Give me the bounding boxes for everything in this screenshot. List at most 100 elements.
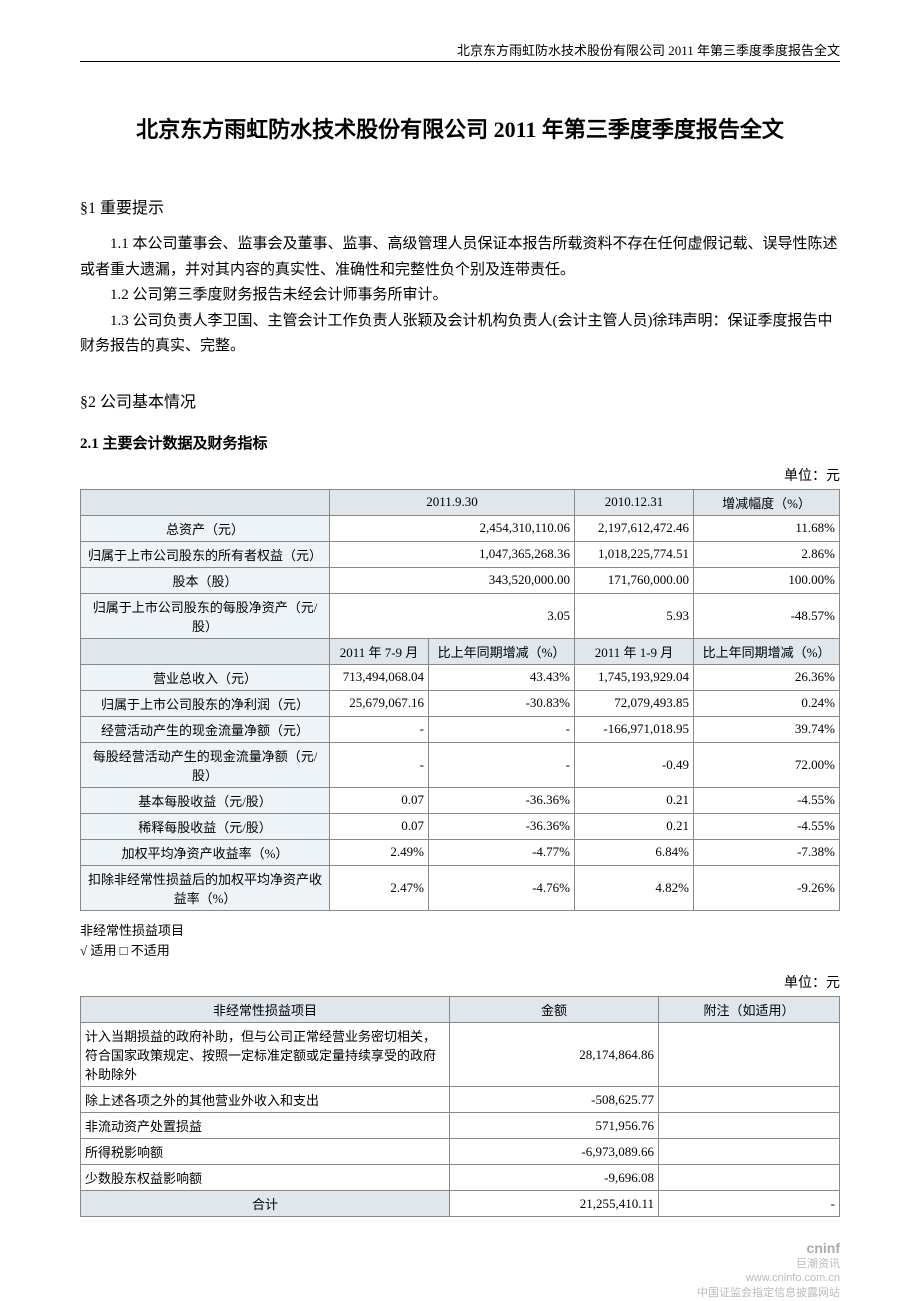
table-cell: 21,255,410.11 [450, 1191, 659, 1217]
table-cell: -6,973,089.66 [450, 1139, 659, 1165]
table-cell: - [429, 716, 575, 742]
watermark-brand: cninf [697, 1239, 840, 1257]
table-cell: - [429, 742, 575, 787]
watermark: cninf 巨潮资讯 www.cninfo.com.cn 中国证监会指定信息披露… [697, 1239, 840, 1300]
row-label: 扣除非经常性损益后的加权平均净资产收益率（%） [81, 865, 330, 910]
table-header-cell: 2011 年 1-9 月 [575, 638, 694, 664]
table-cell: 571,956.76 [450, 1113, 659, 1139]
table-cell: - [330, 742, 429, 787]
row-label: 少数股东权益影响额 [81, 1165, 450, 1191]
table-cell: 25,679,067.16 [330, 690, 429, 716]
row-label: 加权平均净资产收益率（%） [81, 839, 330, 865]
row-label: 总资产（元） [81, 515, 330, 541]
row-label: 经营活动产生的现金流量净额（元） [81, 716, 330, 742]
table-cell: 0.21 [575, 787, 694, 813]
section-1-head: §1 重要提示 [80, 194, 840, 218]
running-head: 北京东方雨虹防水技术股份有限公司 2011 年第三季度季度报告全文 [80, 40, 840, 62]
row-label: 归属于上市公司股东的每股净资产（元/股） [81, 593, 330, 638]
table-header-cell: 附注（如适用） [659, 997, 840, 1023]
table-header-cell [81, 489, 330, 515]
table-cell: 171,760,000.00 [575, 567, 694, 593]
table-header-cell: 比上年同期增减（%） [429, 638, 575, 664]
table-cell: 28,174,864.86 [450, 1023, 659, 1087]
row-label: 稀释每股收益（元/股） [81, 813, 330, 839]
table-cell: 0.24% [694, 690, 840, 716]
note-line-1: 非经常性损益项目 [80, 921, 840, 942]
table-header-cell [81, 638, 330, 664]
table-header-cell: 2010.12.31 [575, 489, 694, 515]
row-label: 合计 [81, 1191, 450, 1217]
table-cell: -0.49 [575, 742, 694, 787]
table-cell: 0.07 [330, 813, 429, 839]
table-cell: 2,197,612,472.46 [575, 515, 694, 541]
table-cell: 713,494,068.04 [330, 664, 429, 690]
table-cell: 1,047,365,268.36 [330, 541, 575, 567]
row-label: 基本每股收益（元/股） [81, 787, 330, 813]
table-cell: 2.49% [330, 839, 429, 865]
table-cell: -30.83% [429, 690, 575, 716]
row-label: 每股经营活动产生的现金流量净额（元/股） [81, 742, 330, 787]
row-label: 股本（股） [81, 567, 330, 593]
table-header-cell: 金额 [450, 997, 659, 1023]
table-cell: 26.36% [694, 664, 840, 690]
table-cell [659, 1165, 840, 1191]
watermark-line: 中国证监会指定信息披露网站 [697, 1286, 840, 1300]
table-header-cell: 非经常性损益项目 [81, 997, 450, 1023]
document-title: 北京东方雨虹防水技术股份有限公司 2011 年第三季度季度报告全文 [80, 112, 840, 144]
table-cell: 11.68% [694, 515, 840, 541]
watermark-line: 巨潮资讯 [697, 1257, 840, 1271]
para-1-1: 1.1 本公司董事会、监事会及董事、监事、高级管理人员保证本报告所载资料不存在任… [80, 232, 840, 283]
section-2-1-head: 2.1 主要会计数据及财务指标 [80, 432, 840, 453]
row-label: 除上述各项之外的其他营业外收入和支出 [81, 1087, 450, 1113]
para-1-3: 1.3 公司负责人李卫国、主管会计工作负责人张颖及会计机构负责人(会计主管人员)… [80, 309, 840, 360]
row-label: 所得税影响额 [81, 1139, 450, 1165]
table-cell: -9,696.08 [450, 1165, 659, 1191]
table-cell: -48.57% [694, 593, 840, 638]
table-cell: 343,520,000.00 [330, 567, 575, 593]
row-label: 营业总收入（元） [81, 664, 330, 690]
row-label: 非流动资产处置损益 [81, 1113, 450, 1139]
table-cell: -4.76% [429, 865, 575, 910]
table-cell: 39.74% [694, 716, 840, 742]
note-line-2: √ 适用 □ 不适用 [80, 941, 840, 962]
para-1-2: 1.2 公司第三季度财务报告未经会计师事务所审计。 [80, 283, 840, 309]
table-header-cell: 2011 年 7-9 月 [330, 638, 429, 664]
table-cell: -4.55% [694, 813, 840, 839]
table-cell: 5.93 [575, 593, 694, 638]
financial-table: 2011.9.30 2010.12.31 增减幅度（%） 总资产（元） 2,45… [80, 489, 840, 911]
table-cell: -36.36% [429, 787, 575, 813]
table-cell: 2.47% [330, 865, 429, 910]
table-cell: 2.86% [694, 541, 840, 567]
table-cell [659, 1087, 840, 1113]
row-label: 归属于上市公司股东的所有者权益（元） [81, 541, 330, 567]
table-cell [659, 1023, 840, 1087]
table-cell [659, 1113, 840, 1139]
table-cell: 2,454,310,110.06 [330, 515, 575, 541]
table-header-cell: 比上年同期增减（%） [694, 638, 840, 664]
table-cell: 6.84% [575, 839, 694, 865]
table-cell: 43.43% [429, 664, 575, 690]
unit-label-2: 单位：元 [80, 972, 840, 992]
page: 北京东方雨虹防水技术股份有限公司 2011 年第三季度季度报告全文 北京东方雨虹… [80, 0, 840, 1300]
table-cell: -4.77% [429, 839, 575, 865]
watermark-line: www.cninfo.com.cn [697, 1271, 840, 1285]
table-cell: - [659, 1191, 840, 1217]
table-cell: 0.21 [575, 813, 694, 839]
table-header-cell: 2011.9.30 [330, 489, 575, 515]
table-cell: -7.38% [694, 839, 840, 865]
row-label: 归属于上市公司股东的净利润（元） [81, 690, 330, 716]
table-cell: -4.55% [694, 787, 840, 813]
table-cell: 4.82% [575, 865, 694, 910]
table-cell: 0.07 [330, 787, 429, 813]
table-cell: -36.36% [429, 813, 575, 839]
table-cell: - [330, 716, 429, 742]
unit-label-1: 单位：元 [80, 465, 840, 485]
table-cell: 72,079,493.85 [575, 690, 694, 716]
table-cell: 1,745,193,929.04 [575, 664, 694, 690]
table-cell: 100.00% [694, 567, 840, 593]
table-cell: 1,018,225,774.51 [575, 541, 694, 567]
table-cell: 72.00% [694, 742, 840, 787]
table-cell: -508,625.77 [450, 1087, 659, 1113]
row-label: 计入当期损益的政府补助，但与公司正常经营业务密切相关，符合国家政策规定、按照一定… [81, 1023, 450, 1087]
table-cell: -166,971,018.95 [575, 716, 694, 742]
